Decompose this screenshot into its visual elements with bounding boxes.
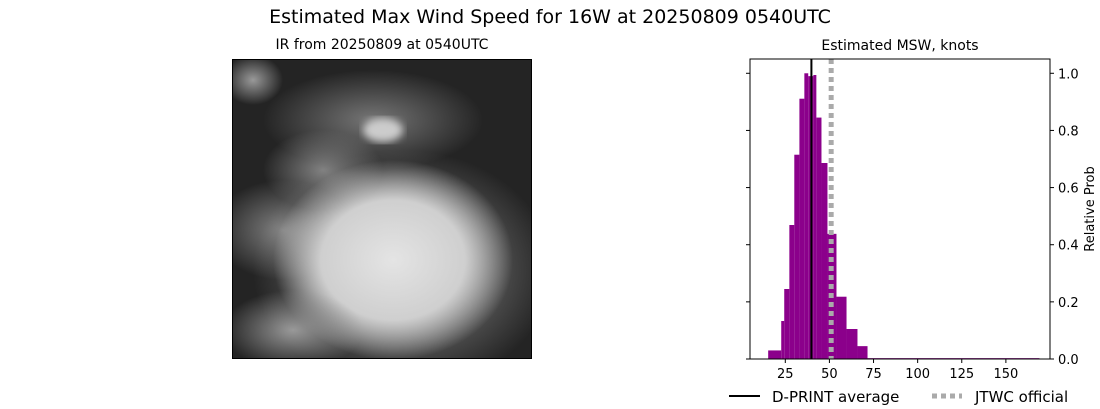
histogram-bar [799,98,805,359]
histogram-bar [813,75,817,359]
x-tick-label: 125 [949,367,974,382]
y-axis-label: Relative Prob [1083,166,1098,251]
histogram-bar [816,117,822,359]
x-tick-label: 50 [821,367,838,382]
histogram-bar [846,329,858,359]
y-tick-label: 0.8 [1058,124,1079,139]
ir-image-title: IR from 20250809 at 0540UTC [275,37,489,53]
ir-satellite-image [232,59,532,359]
x-tick-label: 150 [993,367,1018,382]
y-tick-label: 0.2 [1058,296,1079,311]
plot-frame [749,58,1051,360]
histogram-bar [857,346,868,359]
histogram-bar [784,289,790,359]
histogram-bar [789,225,795,359]
chart-title: Estimated MSW, knots [821,38,978,54]
x-tick-label: 25 [777,367,794,382]
histogram-bar [804,73,809,360]
x-tick-label: 100 [905,367,930,382]
y-tick-label: 0.0 [1058,353,1079,368]
histogram-bar [781,321,785,359]
figure-title: Estimated Max Wind Speed for 16W at 2025… [269,6,831,28]
y-tick-label: 0.6 [1058,182,1079,197]
histogram-bar [794,154,800,359]
histogram-bar [836,296,847,359]
legend-jtwc-label: JTWC official [974,388,1068,406]
x-tick-label: 75 [865,367,882,382]
histogram-bar [821,163,828,359]
y-tick-label: 1.0 [1058,67,1079,82]
y-tick-label: 0.4 [1058,239,1079,254]
legend-d-print-label: D-PRINT average [772,388,899,406]
histogram-bar [768,350,782,359]
